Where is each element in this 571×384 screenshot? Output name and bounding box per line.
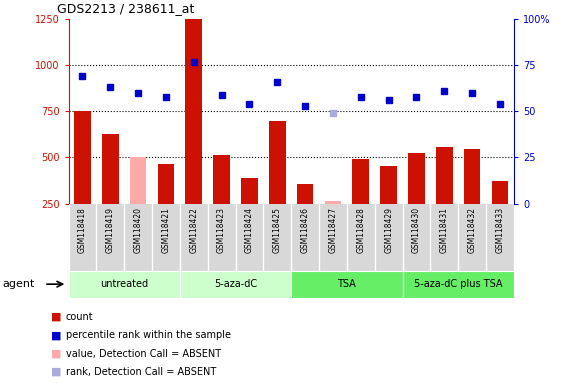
Bar xyxy=(297,184,313,250)
Bar xyxy=(380,166,397,250)
Text: rank, Detection Call = ABSENT: rank, Detection Call = ABSENT xyxy=(66,367,216,377)
Text: value, Detection Call = ABSENT: value, Detection Call = ABSENT xyxy=(66,349,221,359)
Bar xyxy=(436,147,453,250)
Text: GDS2213 / 238611_at: GDS2213 / 238611_at xyxy=(57,2,195,15)
Text: GSM118427: GSM118427 xyxy=(328,207,337,253)
Text: GSM118420: GSM118420 xyxy=(134,207,143,253)
Bar xyxy=(408,153,425,250)
Text: GSM118426: GSM118426 xyxy=(300,207,309,253)
Text: GSM118419: GSM118419 xyxy=(106,207,115,253)
Text: agent: agent xyxy=(3,279,35,289)
Text: GSM118421: GSM118421 xyxy=(162,207,171,253)
Text: ■: ■ xyxy=(51,312,62,322)
Bar xyxy=(102,134,119,250)
Text: ■: ■ xyxy=(51,330,62,340)
Bar xyxy=(74,111,91,250)
Bar xyxy=(492,181,508,250)
Text: ■: ■ xyxy=(51,349,62,359)
Text: percentile rank within the sample: percentile rank within the sample xyxy=(66,330,231,340)
Text: GSM118422: GSM118422 xyxy=(189,207,198,253)
Bar xyxy=(186,19,202,250)
Bar xyxy=(352,159,369,250)
Text: GSM118428: GSM118428 xyxy=(356,207,365,253)
Bar xyxy=(403,271,514,298)
Bar xyxy=(130,157,146,250)
Bar xyxy=(158,164,174,250)
Bar xyxy=(324,201,341,250)
Text: 5-aza-dC plus TSA: 5-aza-dC plus TSA xyxy=(414,279,502,289)
Text: 5-aza-dC: 5-aza-dC xyxy=(214,279,257,289)
Bar xyxy=(241,178,258,250)
Text: GSM118433: GSM118433 xyxy=(496,207,505,253)
Text: GSM118430: GSM118430 xyxy=(412,207,421,253)
Text: GSM118418: GSM118418 xyxy=(78,207,87,253)
Text: TSA: TSA xyxy=(337,279,356,289)
Text: GSM118424: GSM118424 xyxy=(245,207,254,253)
Text: GSM118431: GSM118431 xyxy=(440,207,449,253)
Bar xyxy=(464,149,480,250)
Bar xyxy=(69,271,180,298)
Bar xyxy=(214,155,230,250)
Bar xyxy=(291,271,403,298)
Text: count: count xyxy=(66,312,93,322)
Text: untreated: untreated xyxy=(100,279,148,289)
Text: ■: ■ xyxy=(51,367,62,377)
Bar xyxy=(269,121,286,250)
Text: GSM118432: GSM118432 xyxy=(468,207,477,253)
Text: GSM118429: GSM118429 xyxy=(384,207,393,253)
Text: GSM118425: GSM118425 xyxy=(273,207,282,253)
Bar xyxy=(180,271,291,298)
Text: GSM118423: GSM118423 xyxy=(217,207,226,253)
